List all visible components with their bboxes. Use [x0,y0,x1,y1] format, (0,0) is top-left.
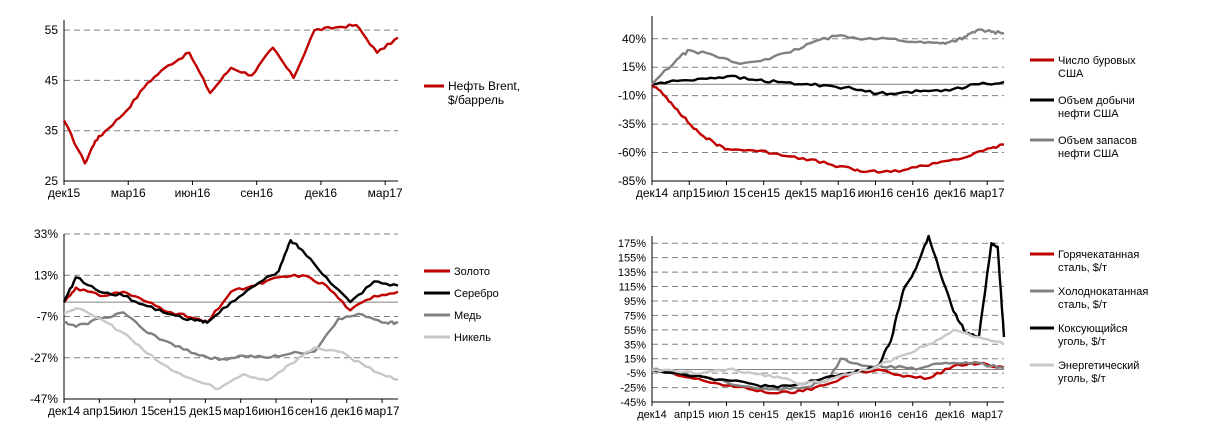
legend-label: Число буровых США [1058,55,1136,80]
x-tick-label: мар17 [970,186,1005,200]
x-tick-label: дек15 [48,186,81,200]
x-tick-label: апр15 [673,186,707,200]
metals-chart: 33%13%-7%-27%-47%дек14 апр15 июл 15 сен15 де… [30,227,499,418]
series-line-3 [63,307,399,390]
y-tick-label: 35% [624,339,646,351]
steel-coal-chart: 175% 155% 135% 115% 95% 75% 55% 35% 15% -5% -25% -4… [618,234,1148,421]
x-tick-label: дек16 [934,186,967,200]
y-tick-label: 15% [622,60,646,74]
y-tick-label: -45% [620,397,646,409]
y-tick-label: 55% [624,325,646,337]
legend-label: Объем добычи нефти США [1058,95,1135,120]
y-tick-label: -25% [620,383,646,395]
x-tick-label: мар16 [822,409,854,421]
series-line-0 [651,83,1005,174]
y-tick-label: 15% [624,354,646,366]
legend-label: Коксующийся уголь, $/т [1058,323,1128,348]
x-tick-label: мар17 [368,186,403,200]
y-tick-label: 95% [624,296,646,308]
y-tick-label: 40% [622,32,646,46]
x-tick-label: сен16 [896,186,929,200]
x-tick-label: июл 15 [707,186,746,200]
x-tick-label: сен15 [749,409,779,421]
x-tick-label: сен16 [898,409,928,421]
y-tick-label: -35% [618,117,646,131]
x-tick-label: июн16 [858,186,894,200]
series-line-2 [651,234,1006,389]
x-tick-label: июн16 [175,186,211,200]
x-tick-label: сен15 [747,186,780,200]
brent-chart: 25 35 45 55 дек15 мар16 июн16 сен16 дек16 мар17 Не… [45,20,520,200]
y-tick-label: 25 [45,174,59,188]
x-tick-label: июн16 [859,409,892,421]
x-tick-label: дек16 [331,404,364,418]
x-tick-label: сен16 [295,404,328,418]
y-tick-label: 13% [34,268,58,282]
series-line-2 [63,311,399,361]
y-tick-label: -7% [37,310,59,324]
y-tick-label: 115% [619,282,647,294]
series-line-1 [62,239,399,324]
y-tick-label: 55 [45,23,59,37]
y-tick-label: -5% [626,368,646,380]
x-tick-label: июл 15 [115,404,154,418]
x-tick-label: июн16 [258,404,294,418]
x-tick-label: дек15 [189,404,222,418]
us-oil-chart: 40%15%-10%-35%-60%-85%дек14 апр15 июл 15 се… [618,16,1137,200]
y-tick-label: 75% [624,310,646,322]
y-tick-label: -85% [618,174,646,188]
x-tick-label: апр15 [674,409,704,421]
series-line-0 [651,361,1005,395]
series-line-2 [651,28,1005,86]
y-tick-label: -47% [30,392,58,406]
y-tick-label: 45 [45,73,59,87]
x-tick-label: дек16 [305,186,338,200]
y-tick-label: 175% [618,238,646,250]
x-tick-label: дек16 [935,409,965,421]
x-tick-label: мар16 [821,186,856,200]
series-line-1 [651,74,1005,96]
x-tick-label: дек14 [48,404,81,418]
x-tick-label: апр15 [83,404,117,418]
y-tick-label: 155% [618,253,646,265]
y-tick-label: 135% [618,267,646,279]
x-tick-label: мар17 [971,409,1003,421]
x-tick-label: мар16 [111,186,146,200]
y-tick-label: -60% [618,146,646,160]
legend-label: Объем запасов нефти США [1058,135,1137,160]
x-tick-label: июл 15 [709,409,745,421]
x-tick-label: дек14 [636,186,669,200]
x-tick-label: дек14 [637,409,667,421]
legend-label: Нефть Brent, $/баррель [448,79,520,107]
x-tick-label: сен16 [240,186,273,200]
x-tick-label: дек15 [786,409,816,421]
legend-label: Никель [454,332,491,344]
legend-label: Энергетический уголь, $/т [1058,360,1139,385]
y-tick-label: 35 [45,124,59,138]
legend-label: Холоднокатанная сталь, $/т [1058,286,1148,311]
x-tick-label: мар16 [223,404,258,418]
series-line-0 [62,23,399,165]
legend-label: Горячекатанная сталь, $/т [1058,249,1139,274]
y-tick-label: 33% [34,227,58,241]
x-tick-label: мар17 [365,404,400,418]
y-tick-label: -27% [30,351,58,365]
legend-label: Медь [454,310,482,322]
legend-label: Серебро [454,288,499,300]
legend-label: Золото [454,266,490,278]
y-tick-label: -10% [618,89,646,103]
x-tick-label: сен15 [154,404,187,418]
series-line-3 [651,328,1005,386]
x-tick-label: дек15 [785,186,818,200]
